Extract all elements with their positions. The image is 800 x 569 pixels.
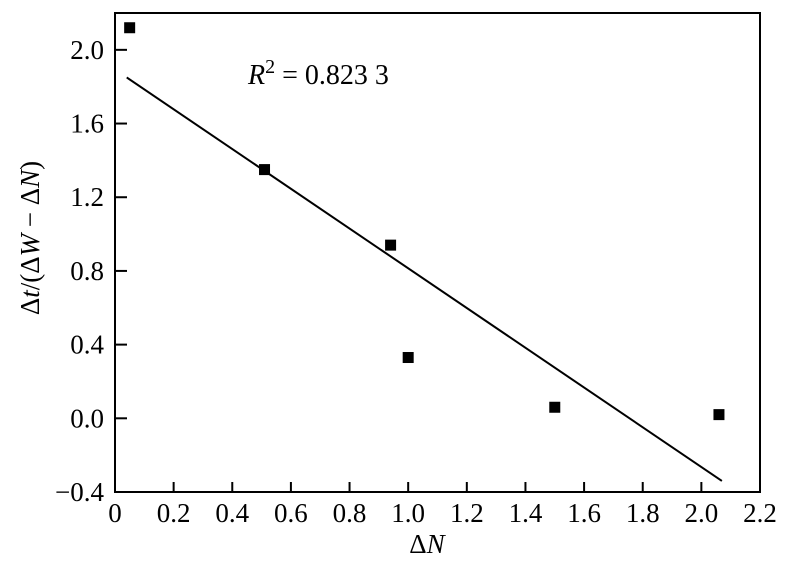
x-tick-label: 1.2 — [450, 498, 484, 528]
data-point-marker — [124, 22, 136, 34]
x-tick-label: 2.2 — [743, 498, 777, 528]
x-tick-label: 0.6 — [274, 498, 308, 528]
x-tick-label: 2.0 — [684, 498, 718, 528]
data-point-marker — [402, 352, 414, 364]
plot-border — [114, 12, 761, 493]
x-tick-label: 0.4 — [215, 498, 249, 528]
data-point-marker — [259, 164, 271, 176]
y-tick-label: 1.6 — [70, 109, 104, 139]
y-axis-label: Δt/(ΔW − ΔN) — [15, 161, 45, 315]
y-tick-label: 0.0 — [70, 403, 104, 433]
x-tick-label: 0.2 — [157, 498, 191, 528]
data-point-marker — [385, 239, 397, 251]
x-tick-label: 0.8 — [333, 498, 367, 528]
x-tick-label: 1.6 — [567, 498, 601, 528]
x-tick-label: 1.0 — [391, 498, 425, 528]
x-tick-label: 1.4 — [509, 498, 543, 528]
y-tick-label: 0.4 — [70, 330, 104, 360]
x-tick-label: 1.8 — [626, 498, 660, 528]
r-squared-annotation: R2 = 0.823 3 — [247, 56, 389, 91]
data-point-marker — [713, 409, 725, 421]
y-tick-label: −0.4 — [55, 477, 104, 507]
y-tick-label: 0.8 — [70, 256, 104, 286]
data-point-marker — [549, 401, 561, 413]
x-axis-label: ΔN — [409, 529, 446, 559]
y-tick-label: 2.0 — [70, 35, 104, 65]
y-tick-label: 1.2 — [70, 182, 104, 212]
x-tick-label: 0 — [108, 498, 122, 528]
trend-line — [126, 76, 723, 482]
